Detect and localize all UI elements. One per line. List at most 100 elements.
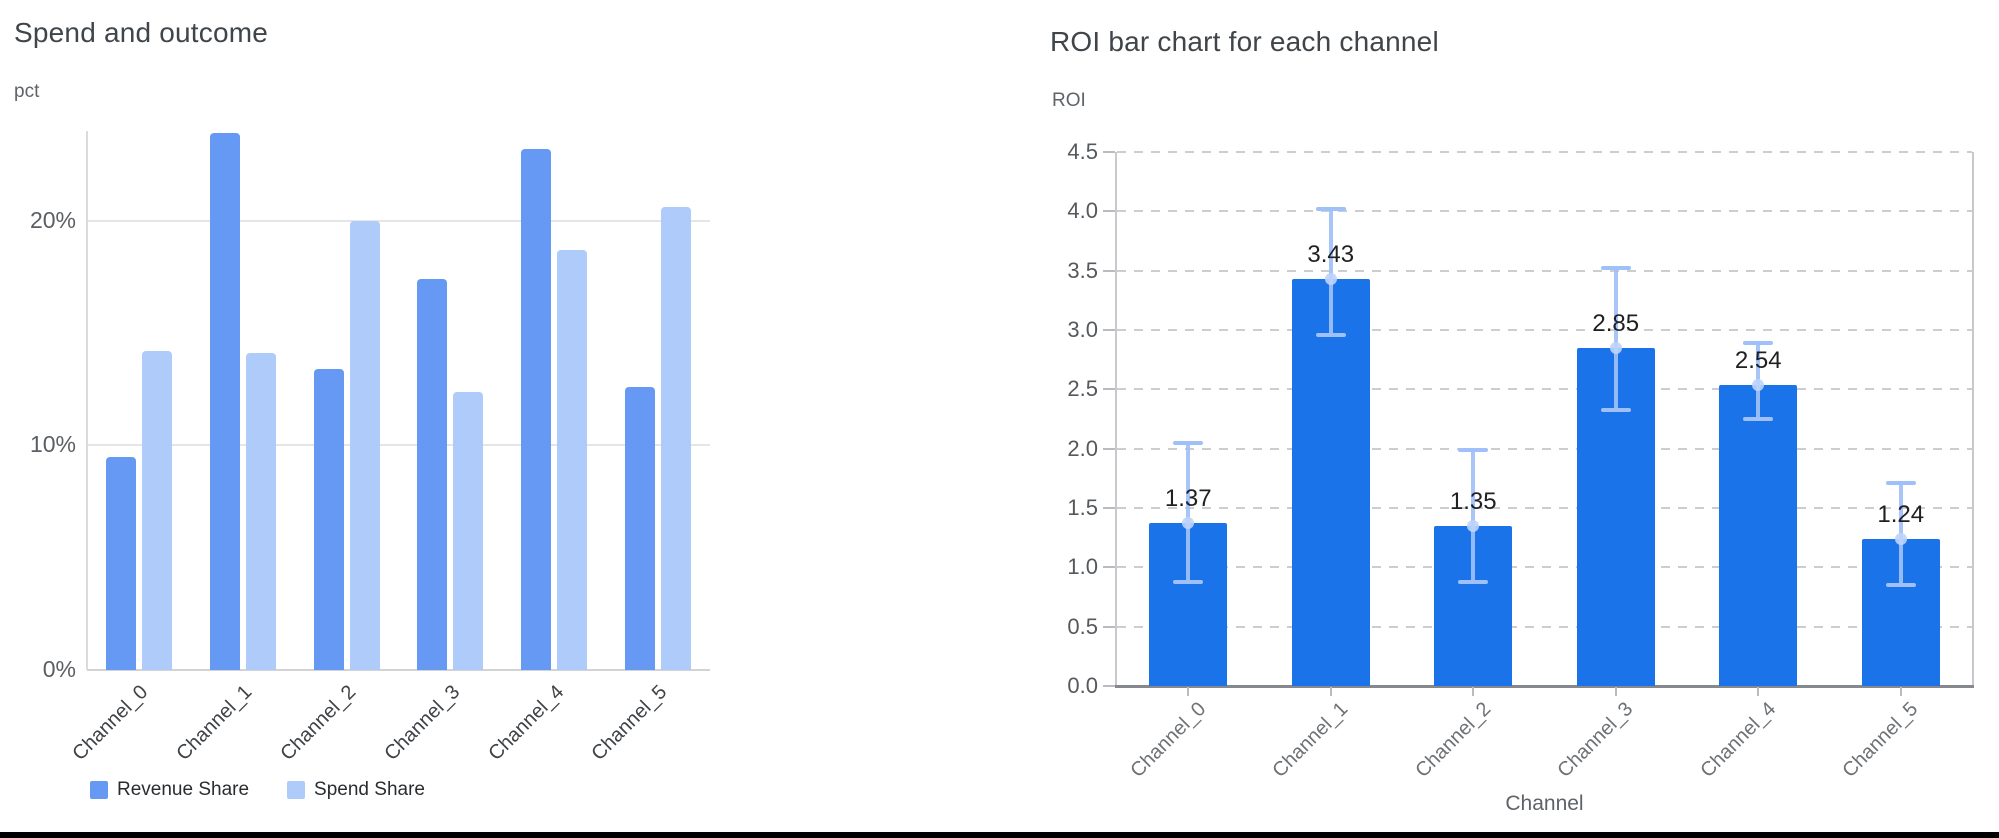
roi-ytick-label: 4.5 <box>1067 139 1098 164</box>
roi-ytick-mark <box>1103 566 1115 569</box>
roi-value-label-channel_2: 1.35 <box>1449 487 1497 515</box>
bar-revenue-share-channel_1[interactable] <box>209 133 240 670</box>
roi-errorbar-line-channel_2 <box>1471 449 1476 582</box>
roi-ytick-label: 4.0 <box>1067 198 1098 224</box>
bar-revenue-share-channel_4[interactable] <box>521 148 552 670</box>
roi-errorbar-line-channel_1 <box>1328 208 1333 335</box>
roi-ytick-mark <box>1103 329 1115 331</box>
left-xtick-channel_4-text: Channel_4 <box>483 681 568 765</box>
roi-xtick-mark <box>1899 687 1902 696</box>
roi-gridline <box>1117 269 1972 272</box>
bar-revenue-share-channel_5[interactable] <box>625 387 656 670</box>
roi-ytick-label: 2.5 <box>1067 376 1098 402</box>
roi-errorbar-marker-channel_2 <box>1467 519 1480 532</box>
roi-bar-channel_1[interactable] <box>1291 278 1370 686</box>
roi-ytick-mark <box>1103 625 1115 628</box>
roi-errorbar-marker-channel_5 <box>1894 532 1907 545</box>
roi-ytick-label: 0.0 <box>1067 673 1098 698</box>
roi-ytick-label: 0.5 <box>1067 613 1098 639</box>
left-yaxis-line <box>86 131 88 670</box>
roi-xtick-mark <box>1757 687 1760 696</box>
roi-gridline <box>1117 566 1972 569</box>
left-xtick-channel_0-text: Channel_0 <box>68 681 153 765</box>
bar-spend-share-channel_0[interactable] <box>141 351 172 670</box>
roi-errorbar-cap-bottom-channel_3 <box>1600 407 1631 412</box>
roi-errorbar-marker-channel_1 <box>1324 272 1337 285</box>
roi-ytick-label: 2.0 <box>1067 435 1098 461</box>
roi-ytick-mark <box>1103 507 1115 509</box>
spend-share-swatch-icon <box>287 781 306 799</box>
roi-ytick-mark <box>1103 210 1115 213</box>
bar-spend-share-channel_1[interactable] <box>245 353 276 670</box>
roi-errorbar-cap-top-channel_3 <box>1600 266 1631 271</box>
roi-value-label-channel_1: 3.43 <box>1307 240 1355 268</box>
bar-spend-share-channel_2[interactable] <box>349 220 380 670</box>
roi-xtick-mark <box>1187 687 1190 696</box>
bar-spend-share-channel_4[interactable] <box>557 250 588 670</box>
roi-ytick-mark <box>1103 151 1115 153</box>
roi-xtick-channel_0-text: Channel_0 <box>1125 698 1210 782</box>
roi-gridline <box>1117 210 1972 213</box>
left-gridline <box>87 669 710 671</box>
spend-outcome-chart-title: Spend and outcome <box>14 17 269 48</box>
legend-label-spend-share: Spend Share <box>314 779 425 800</box>
roi-gridline <box>1117 447 1972 450</box>
bar-revenue-share-channel_3[interactable] <box>417 279 448 670</box>
roi-xtick-channel_5-text: Channel_5 <box>1838 698 1923 782</box>
bar-revenue-share-channel_0[interactable] <box>105 456 136 670</box>
legend-item-spend-share[interactable]: Spend Share <box>287 779 425 801</box>
roi-errorbar-cap-top-channel_1 <box>1315 206 1346 211</box>
roi-errorbar-marker-channel_3 <box>1609 341 1622 354</box>
roi-errorbar-cap-bottom-channel_0 <box>1173 579 1204 584</box>
bar-revenue-share-channel_2[interactable] <box>313 369 344 670</box>
legend-item-revenue-share[interactable]: Revenue Share <box>90 779 249 801</box>
roi-right-spine <box>1972 152 1974 686</box>
roi-ytick-mark <box>1103 447 1115 450</box>
roi-value-label-channel_0: 1.37 <box>1164 485 1212 513</box>
roi-xtick-channel_3-text: Channel_3 <box>1553 698 1638 782</box>
bottom-window-rule <box>0 832 1999 838</box>
legend-label-revenue-share: Revenue Share <box>117 779 250 800</box>
bar-spend-share-channel_5[interactable] <box>661 207 692 670</box>
roi-gridline <box>1117 329 1972 331</box>
roi-xaxis-line <box>1115 685 1974 688</box>
roi-errorbar-cap-bottom-channel_4 <box>1743 417 1774 421</box>
left-xtick-channel_1-text: Channel_1 <box>172 681 257 765</box>
roi-errorbar-cap-top-channel_2 <box>1458 447 1489 452</box>
left-ytick-label: 20% <box>29 206 76 233</box>
revenue-share-swatch-icon <box>90 781 108 799</box>
roi-errorbar-cap-top-channel_4 <box>1743 341 1774 346</box>
left-gridline <box>87 219 710 222</box>
roi-xtick-channel_4-text: Channel_4 <box>1695 698 1780 782</box>
roi-xtick-mark <box>1329 687 1332 696</box>
roi-value-label-channel_4: 2.54 <box>1734 346 1782 374</box>
left-ytick-label: 10% <box>29 431 76 458</box>
bar-spend-share-channel_3[interactable] <box>453 391 484 670</box>
roi-chart-title: ROI bar chart for each channel <box>1050 26 1439 57</box>
roi-ytick-label: 1.0 <box>1067 554 1098 580</box>
roi-bar-channel_4[interactable] <box>1719 384 1798 686</box>
roi-gridline <box>1117 507 1972 509</box>
left-xtick-channel_2-text: Channel_2 <box>276 681 361 765</box>
roi-ytick-label: 1.5 <box>1067 495 1098 520</box>
roi-ytick-mark <box>1103 388 1115 391</box>
roi-xaxis-title: Channel <box>1505 792 1584 815</box>
roi-xtick-mark <box>1472 687 1475 696</box>
roi-errorbar-cap-bottom-channel_5 <box>1885 583 1916 588</box>
roi-errorbar-line-channel_3 <box>1613 268 1618 410</box>
left-gridline <box>87 444 710 447</box>
roi-errorbar-cap-bottom-channel_2 <box>1458 579 1489 584</box>
left-xtick-channel_5-text: Channel_5 <box>587 681 672 765</box>
roi-ytick-label: 3.5 <box>1067 257 1098 283</box>
left-ytick-label: 0% <box>42 656 76 682</box>
roi-left-spine <box>1115 152 1117 686</box>
roi-ytick-mark <box>1103 269 1115 272</box>
spend-outcome-legend: Revenue Share Spend Share <box>90 779 425 801</box>
roi-value-label-channel_5: 1.24 <box>1877 500 1925 528</box>
roi-errorbar-cap-bottom-channel_1 <box>1315 332 1346 337</box>
roi-errorbar-marker-channel_4 <box>1752 378 1765 391</box>
roi-yaxis-unit: ROI <box>1052 90 1086 111</box>
roi-ytick-label: 3.0 <box>1067 317 1098 342</box>
roi-gridline <box>1117 388 1972 391</box>
